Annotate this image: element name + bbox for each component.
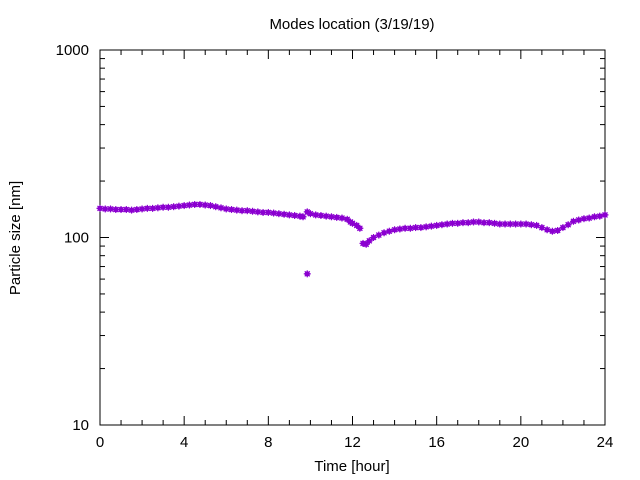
- y-tick-label: 1000: [56, 42, 89, 59]
- data-point: [338, 214, 346, 222]
- data-point: [356, 224, 364, 232]
- data-point: [554, 226, 562, 234]
- data-point: [569, 217, 577, 225]
- data-point: [575, 216, 583, 224]
- data-point: [327, 213, 335, 221]
- data-point: [464, 219, 472, 227]
- data-point: [417, 224, 425, 232]
- data-point: [138, 205, 146, 213]
- data-point: [538, 224, 546, 232]
- data-point: [496, 220, 504, 228]
- x-tick-label: 12: [344, 434, 361, 451]
- data-point: [228, 206, 236, 214]
- data-point: [533, 221, 541, 229]
- data-point: [222, 205, 230, 213]
- data-point: [122, 206, 130, 214]
- data-point: [433, 221, 441, 229]
- data-point: [303, 270, 311, 278]
- data-point: [128, 206, 136, 214]
- data-point: [312, 211, 320, 219]
- data-point: [491, 219, 499, 227]
- data-point: [422, 223, 430, 231]
- x-tick-label: 8: [264, 434, 272, 451]
- data-point: [469, 218, 477, 226]
- data-point: [564, 221, 572, 229]
- data-point: [601, 211, 609, 219]
- data-point: [317, 212, 325, 220]
- data-point: [485, 219, 493, 227]
- data-point: [264, 208, 272, 216]
- data-point: [180, 202, 188, 210]
- data-point: [270, 209, 278, 217]
- y-tick-label: 100: [64, 230, 89, 247]
- data-point: [375, 231, 383, 239]
- data-point: [406, 224, 414, 232]
- data-point: [548, 227, 556, 235]
- plot-frame: [99, 49, 606, 426]
- data-point: [299, 213, 307, 221]
- data-point: [391, 226, 399, 234]
- data-point: [259, 208, 267, 216]
- data-points: [96, 200, 609, 278]
- data-point: [206, 202, 214, 210]
- x-tick-label: 16: [428, 434, 445, 451]
- x-tick-label: 4: [180, 434, 188, 451]
- data-point: [427, 222, 435, 230]
- data-point: [559, 224, 567, 232]
- data-point: [333, 213, 341, 221]
- data-point: [396, 225, 404, 233]
- x-tick-label: 20: [512, 434, 529, 451]
- data-point: [212, 203, 220, 211]
- data-point: [249, 207, 257, 215]
- data-point: [164, 203, 172, 211]
- data-point: [401, 224, 409, 232]
- y-tick-label: 10: [72, 417, 89, 434]
- x-axis-label: Time [hour]: [314, 458, 389, 475]
- data-point: [512, 220, 520, 228]
- data-point: [443, 220, 451, 228]
- data-point: [370, 234, 378, 241]
- data-point: [596, 212, 604, 220]
- data-point: [133, 206, 141, 214]
- data-point: [480, 219, 488, 227]
- data-point: [585, 214, 593, 222]
- data-point: [590, 213, 598, 221]
- data-point: [107, 205, 115, 213]
- data-point: [201, 201, 209, 209]
- data-point: [380, 229, 388, 237]
- data-point: [322, 212, 330, 220]
- data-point: [185, 201, 193, 209]
- data-point: [117, 206, 125, 214]
- axis-ticks: [99, 49, 606, 426]
- data-point: [170, 203, 178, 211]
- data-point: [580, 215, 588, 223]
- x-tick-label: 24: [597, 434, 614, 451]
- data-point: [517, 220, 525, 228]
- y-axis-label: Particle size [nm]: [7, 181, 24, 295]
- data-point: [285, 211, 293, 219]
- data-point: [527, 221, 535, 229]
- data-point: [243, 207, 251, 215]
- data-point: [291, 212, 299, 220]
- data-point: [438, 221, 446, 229]
- data-point: [459, 219, 467, 227]
- data-point: [522, 220, 530, 228]
- x-tick-labels: 0 4 8 12 16 20 24: [96, 434, 614, 451]
- data-point: [543, 226, 551, 234]
- data-point: [365, 237, 373, 245]
- data-point: [475, 218, 483, 226]
- data-point: [217, 204, 225, 212]
- data-point: [143, 204, 151, 212]
- data-point: [306, 210, 314, 218]
- y-tick-labels: 10 100 1000: [56, 42, 89, 434]
- data-point: [275, 210, 283, 218]
- chart-title: Modes location (3/19/19): [269, 16, 434, 33]
- data-point: [280, 210, 288, 218]
- data-point: [454, 219, 462, 227]
- x-tick-label: 0: [96, 434, 104, 451]
- data-point: [385, 227, 393, 235]
